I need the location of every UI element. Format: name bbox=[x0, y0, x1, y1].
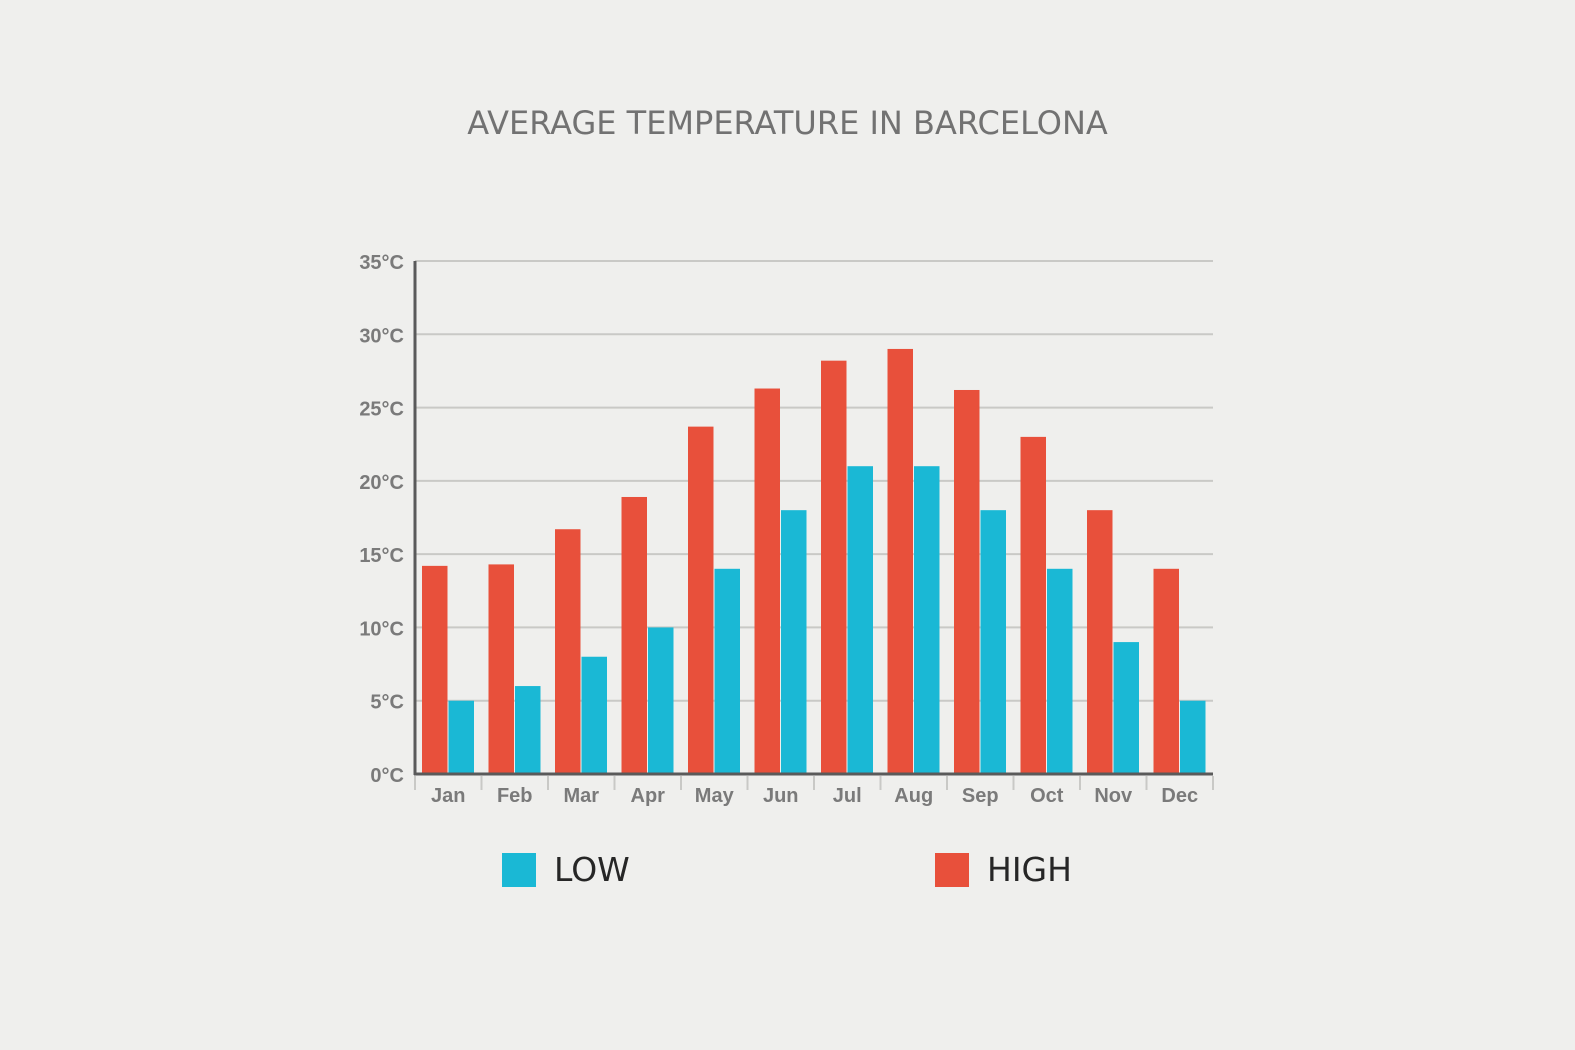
y-tick-label-35: 35°C bbox=[359, 252, 404, 274]
bar-low-jan bbox=[448, 700, 474, 774]
bar-low-jul bbox=[847, 466, 873, 774]
x-tick-label-jun: Jun bbox=[763, 785, 799, 807]
y-tick-label-30: 30°C bbox=[359, 325, 404, 347]
x-tick-label-nov: Nov bbox=[1094, 785, 1133, 807]
x-tick-label-feb: Feb bbox=[497, 785, 533, 807]
y-tick-label-25: 25°C bbox=[359, 399, 404, 421]
x-tick-label-may: May bbox=[695, 785, 735, 807]
x-tick-label-apr: Apr bbox=[631, 785, 666, 807]
bar-low-nov bbox=[1113, 642, 1139, 774]
bar-high-sep bbox=[954, 389, 980, 774]
bar-high-dec bbox=[1153, 568, 1179, 774]
chart-title: AVERAGE TEMPERATURE IN BARCELONA bbox=[467, 104, 1108, 142]
x-tick-label-jul: Jul bbox=[833, 785, 862, 807]
bar-high-apr bbox=[621, 496, 647, 774]
x-tick-label-sep: Sep bbox=[962, 785, 999, 807]
bar-high-aug bbox=[887, 348, 913, 774]
bar-high-feb bbox=[488, 564, 514, 774]
bar-high-jan bbox=[422, 565, 448, 774]
x-tick-label-jan: Jan bbox=[431, 785, 465, 807]
bar-low-jun bbox=[781, 510, 807, 774]
bar-high-may bbox=[688, 426, 714, 774]
y-tick-label-15: 15°C bbox=[359, 545, 404, 567]
axes bbox=[413, 261, 1214, 790]
y-tick-label-10: 10°C bbox=[359, 618, 404, 640]
x-tick-label-oct: Oct bbox=[1030, 785, 1064, 807]
y-tick-label-20: 20°C bbox=[359, 472, 404, 494]
x-tick-label-aug: Aug bbox=[894, 785, 933, 807]
bar-low-oct bbox=[1047, 568, 1073, 774]
bar-high-nov bbox=[1087, 510, 1113, 774]
legend-label-high: HIGH bbox=[987, 850, 1072, 889]
bar-high-oct bbox=[1020, 436, 1046, 774]
x-tick-labels: Jan Feb Mar Apr May Jun Jul Aug Sep Oct Nov Dec bbox=[431, 785, 1198, 807]
y-tick-label-5: 5°C bbox=[370, 692, 404, 714]
x-tick-label-dec: Dec bbox=[1161, 785, 1198, 807]
bar-low-may bbox=[714, 568, 740, 774]
legend-swatch-low bbox=[502, 853, 536, 887]
bar-high-jun bbox=[754, 388, 780, 774]
bar-low-dec bbox=[1180, 700, 1206, 774]
legend-item-high: HIGH bbox=[935, 853, 1072, 887]
bar-high-jul bbox=[821, 360, 847, 774]
bars bbox=[422, 348, 1206, 774]
legend-item-low: LOW bbox=[502, 853, 630, 887]
legend-label-low: LOW bbox=[554, 850, 630, 889]
y-tick-label-0: 0°C bbox=[370, 765, 404, 787]
bar-high-mar bbox=[555, 529, 581, 774]
grid-lines bbox=[415, 260, 1213, 702]
bar-low-apr bbox=[648, 627, 674, 774]
y-tick-labels: 0°C 5°C 10°C 15°C 20°C 25°C 30°C 35°C bbox=[359, 252, 404, 787]
x-tick-label-mar: Mar bbox=[563, 785, 599, 807]
bar-low-sep bbox=[980, 510, 1006, 774]
bar-low-aug bbox=[914, 466, 940, 774]
legend-swatch-high bbox=[935, 853, 969, 887]
bar-low-feb bbox=[515, 686, 541, 774]
bar-low-mar bbox=[581, 656, 607, 774]
